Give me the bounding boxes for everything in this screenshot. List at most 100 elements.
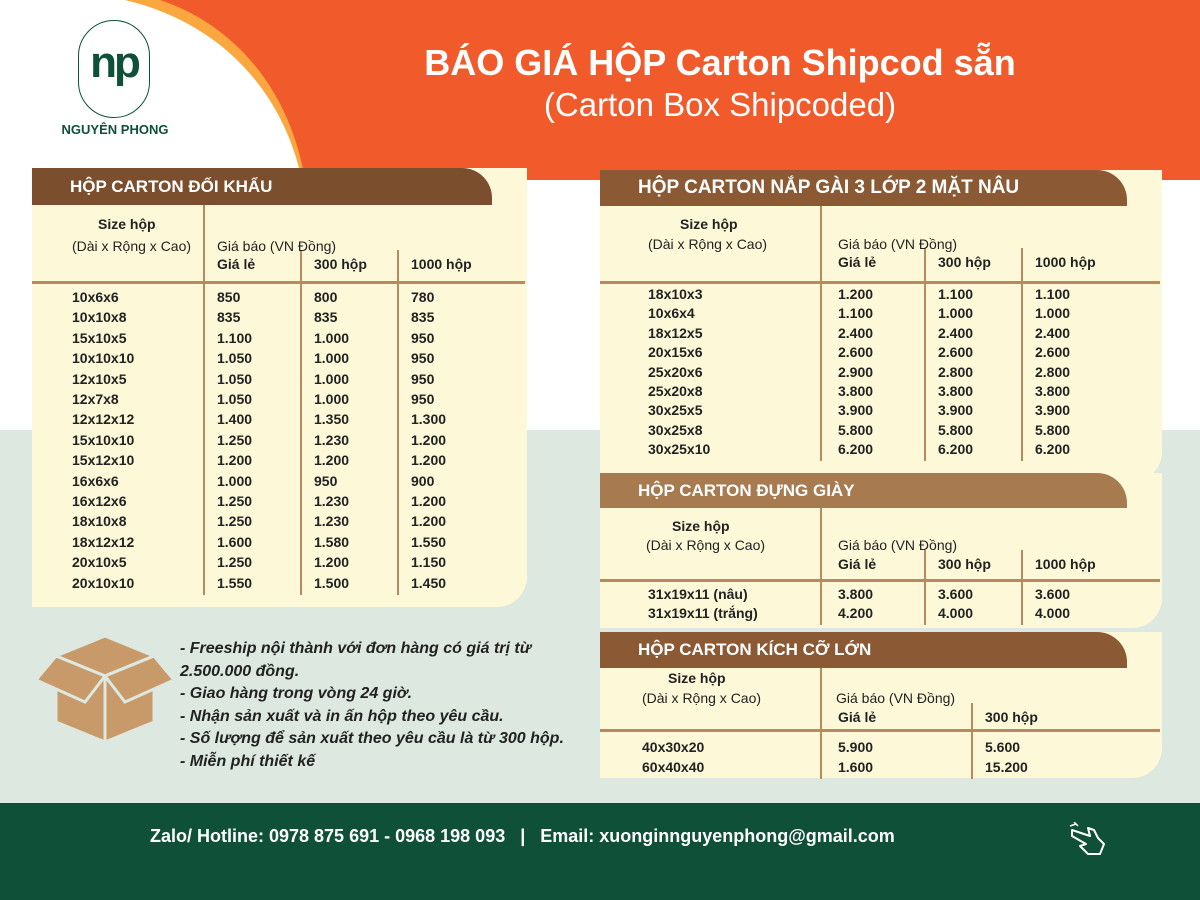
column-header: 300 hộp (938, 254, 991, 270)
row-price: 1.250 (217, 431, 253, 448)
size-label: Size hộp (98, 216, 156, 232)
column-header: Giá lẻ (217, 256, 256, 272)
column-divider (1021, 248, 1023, 461)
row-price: 800 (314, 289, 338, 305)
table-title: HỘP CARTON ĐỐI KHẨU (32, 168, 492, 205)
row-size: 16x12x6 (72, 493, 127, 509)
row-price: 1.250 (217, 493, 253, 509)
row-price: 1.230 (314, 431, 350, 448)
price-label: Giá báo (VN Đồng) (836, 690, 956, 706)
row-size: 16x6x6 (72, 472, 119, 489)
row-price: 6.200 (938, 441, 974, 458)
row-price: 835 (217, 309, 241, 326)
column-header: 1000 hộp (1035, 556, 1096, 572)
header-divider (600, 729, 1160, 732)
row-price: 2.600 (1035, 344, 1071, 361)
price-table-panel (32, 168, 527, 607)
table-title: HỘP CARTON NẮP GÀI 3 LỚP 2 MẶT NÂU (600, 170, 1127, 206)
row-price: 1.250 (217, 513, 253, 530)
column-divider (300, 250, 302, 595)
column-header: 1000 hộp (1035, 254, 1096, 270)
row-price: 1.050 (217, 350, 253, 367)
size-label: Size hộp (668, 670, 726, 686)
row-size: 20x15x6 (648, 344, 703, 361)
row-size: 18x10x3 (648, 286, 703, 302)
row-price: 3.800 (838, 586, 874, 602)
row-price: 5.900 (838, 739, 874, 755)
row-price: 1.100 (938, 286, 974, 302)
header-divider (32, 281, 525, 284)
row-price: 1.050 (217, 370, 253, 387)
row-size: 40x30x20 (642, 739, 705, 755)
row-price: 3.600 (938, 586, 974, 602)
note-item: 2.500.000 đồng. (180, 662, 300, 680)
row-price: 3.900 (938, 402, 974, 419)
note-item: - Miễn phí thiết kế (180, 752, 316, 770)
row-price: 1.000 (938, 305, 974, 322)
size-sublabel: (Dài x Rộng x Cao) (646, 537, 766, 553)
row-price: 2.600 (938, 344, 974, 361)
column-divider (203, 205, 205, 595)
row-price: 1.200 (314, 554, 350, 571)
row-price: 1.200 (217, 452, 253, 469)
row-price: 1.580 (314, 533, 350, 550)
row-price: 2.400 (1035, 324, 1071, 341)
row-price: 1.300 (411, 411, 447, 428)
row-price: 2.400 (838, 324, 874, 341)
row-price: 4.000 (938, 605, 974, 622)
row-price: 1.550 (217, 574, 253, 591)
price-label: Giá báo (VN Đồng) (217, 238, 337, 254)
row-price: 1.150 (411, 554, 447, 571)
row-size: 18x12x12 (72, 533, 135, 550)
logo-name: NGUYÊN PHONG (61, 122, 169, 137)
size-label: Size hộp (680, 216, 738, 232)
note-item: - Nhận sản xuất và in ấn hộp theo yêu cầ… (180, 707, 504, 725)
row-size: 30x25x8 (648, 421, 703, 438)
row-size: 31x19x11 (trắng) (648, 605, 758, 622)
page-subtitle: (Carton Box Shipcoded) (543, 86, 897, 123)
header-divider (600, 281, 1160, 284)
column-divider (971, 703, 973, 779)
row-price: 6.200 (1035, 441, 1071, 458)
logo-mark: np (90, 38, 141, 87)
row-size: 12x12x12 (72, 411, 135, 428)
row-price: 1.000 (314, 350, 350, 367)
row-price: 1.000 (1035, 305, 1071, 322)
column-divider (820, 508, 822, 625)
column-header: 300 hộp (985, 709, 1038, 725)
row-price: 1.350 (314, 411, 350, 428)
row-size: 18x10x8 (72, 513, 127, 530)
row-price: 1.050 (217, 391, 253, 407)
row-price: 2.600 (838, 344, 874, 361)
size-sublabel: (Dài x Rộng x Cao) (648, 236, 768, 252)
header-orange-shape (125, 0, 1200, 180)
column-divider (397, 250, 399, 595)
row-price: 1.100 (1035, 286, 1071, 302)
size-label: Size hộp (672, 518, 730, 534)
row-price: 2.900 (838, 363, 874, 380)
row-price: 950 (411, 329, 435, 346)
price-table-panel (600, 170, 1162, 482)
row-price: 1.400 (217, 411, 253, 428)
row-price: 3.800 (838, 383, 874, 399)
row-price: 835 (411, 309, 435, 326)
row-size: 15x10x5 (72, 329, 127, 346)
size-sublabel: (Dài x Rộng x Cao) (642, 690, 762, 706)
row-price: 950 (411, 350, 435, 367)
row-price: 2.800 (1035, 363, 1071, 380)
row-size: 30x25x10 (648, 441, 711, 458)
row-price: 850 (217, 289, 241, 305)
row-price: 3.800 (938, 383, 974, 399)
row-size: 15x12x10 (72, 452, 135, 469)
note-item: - Freeship nội thành với đơn hàng có giá… (180, 640, 532, 657)
row-price: 2.400 (938, 324, 974, 341)
column-divider (924, 248, 926, 461)
row-size: 30x25x5 (648, 402, 703, 419)
row-size: 25x20x8 (648, 383, 703, 399)
row-size: 31x19x11 (nâu) (648, 586, 748, 602)
row-size: 25x20x6 (648, 363, 703, 380)
row-price: 1.230 (314, 493, 350, 509)
table-title: HỘP CARTON ĐỰNG GIÀY (600, 473, 1127, 508)
footer (0, 803, 1200, 900)
row-price: 5.800 (838, 421, 874, 438)
